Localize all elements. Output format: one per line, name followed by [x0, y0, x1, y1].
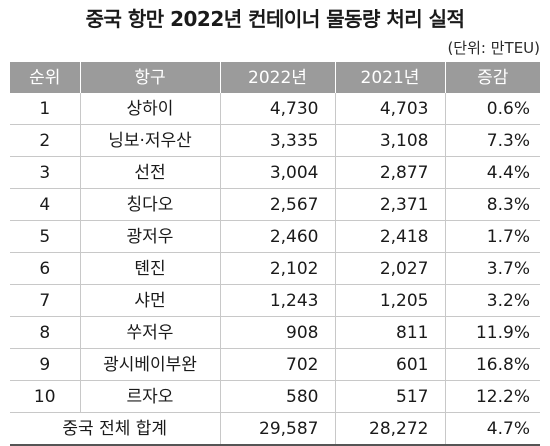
change-cell: 3.2% [444, 284, 540, 317]
rank-cell: 10 [10, 380, 80, 413]
value-2022-cell: 2,567 [219, 188, 335, 221]
value-2021-cell: 2,027 [334, 252, 445, 285]
rank-cell: 7 [10, 284, 80, 317]
change-cell: 1.7% [444, 220, 540, 253]
total-2022-cell: 29,587 [219, 412, 335, 446]
port-cell: 톈진 [79, 252, 220, 285]
value-2022-cell: 3,004 [219, 156, 335, 189]
table-row: 3 선전 3,004 2,877 4.4% [10, 156, 540, 189]
column-header-2022: 2022년 [219, 62, 335, 93]
change-cell: 12.2% [444, 380, 540, 413]
table-row: 5 광저우 2,460 2,418 1.7% [10, 220, 540, 253]
value-2021-cell: 2,371 [334, 188, 445, 221]
port-cell: 칭다오 [79, 188, 220, 221]
column-header-rank: 순위 [10, 62, 80, 93]
table-row: 9 광시베이부완 702 601 16.8% [10, 348, 540, 381]
table-title: 중국 항만 2022년 컨테이너 물동량 처리 실적 [85, 7, 465, 31]
value-2021-cell: 2,418 [334, 220, 445, 253]
value-2022-cell: 580 [219, 380, 335, 413]
table-row: 1 상하이 4,730 4,703 0.6% [10, 93, 540, 125]
header-row: 순위 항구 2022년 2021년 증감 [10, 62, 540, 93]
port-cell: 닝보·저우산 [79, 124, 220, 157]
value-2022-cell: 2,460 [219, 220, 335, 253]
change-cell: 16.8% [444, 348, 540, 381]
unit-label: (단위: 만TEU) [447, 39, 540, 57]
change-cell: 8.3% [444, 188, 540, 221]
value-2022-cell: 702 [219, 348, 335, 381]
port-cell: 상하이 [79, 93, 220, 125]
change-cell: 7.3% [444, 124, 540, 157]
column-header-port: 항구 [79, 62, 220, 93]
value-2022-cell: 2,102 [219, 252, 335, 285]
value-2021-cell: 517 [334, 380, 445, 413]
port-cell: 광저우 [79, 220, 220, 253]
change-cell: 4.4% [444, 156, 540, 189]
rank-cell: 1 [10, 93, 80, 125]
port-throughput-table: 순위 항구 2022년 2021년 증감 1 상하이 4,730 4,703 0… [10, 62, 540, 446]
rank-cell: 8 [10, 316, 80, 349]
change-cell: 3.7% [444, 252, 540, 285]
column-header-2021: 2021년 [334, 62, 445, 93]
table-row: 2 닝보·저우산 3,335 3,108 7.3% [10, 124, 540, 157]
table-row: 4 칭다오 2,567 2,371 8.3% [10, 188, 540, 221]
table-row: 8 쑤저우 908 811 11.9% [10, 316, 540, 349]
value-2022-cell: 1,243 [219, 284, 335, 317]
value-2021-cell: 3,108 [334, 124, 445, 157]
change-cell: 0.6% [444, 93, 540, 125]
total-row: 중국 전체 합계 29,587 28,272 4.7% [10, 412, 540, 446]
port-cell: 선전 [79, 156, 220, 189]
value-2021-cell: 4,703 [334, 93, 445, 125]
port-cell: 쑤저우 [79, 316, 220, 349]
rank-cell: 9 [10, 348, 80, 381]
total-change-cell: 4.7% [444, 412, 540, 446]
value-2022-cell: 3,335 [219, 124, 335, 157]
value-2021-cell: 811 [334, 316, 445, 349]
total-2021-cell: 28,272 [334, 412, 445, 446]
rank-cell: 5 [10, 220, 80, 253]
column-header-change: 증감 [444, 62, 540, 93]
value-2021-cell: 601 [334, 348, 445, 381]
change-cell: 11.9% [444, 316, 540, 349]
table-row: 10 르자오 580 517 12.2% [10, 380, 540, 413]
table-row: 7 샤먼 1,243 1,205 3.2% [10, 284, 540, 317]
table-row: 6 톈진 2,102 2,027 3.7% [10, 252, 540, 285]
value-2021-cell: 1,205 [334, 284, 445, 317]
rank-cell: 6 [10, 252, 80, 285]
total-label: 중국 전체 합계 [10, 412, 220, 446]
value-2022-cell: 908 [219, 316, 335, 349]
rank-cell: 2 [10, 124, 80, 157]
value-2021-cell: 2,877 [334, 156, 445, 189]
port-cell: 르자오 [79, 380, 220, 413]
rank-cell: 4 [10, 188, 80, 221]
rank-cell: 3 [10, 156, 80, 189]
port-cell: 샤먼 [79, 284, 220, 317]
port-cell: 광시베이부완 [79, 348, 220, 381]
value-2022-cell: 4,730 [219, 93, 335, 125]
